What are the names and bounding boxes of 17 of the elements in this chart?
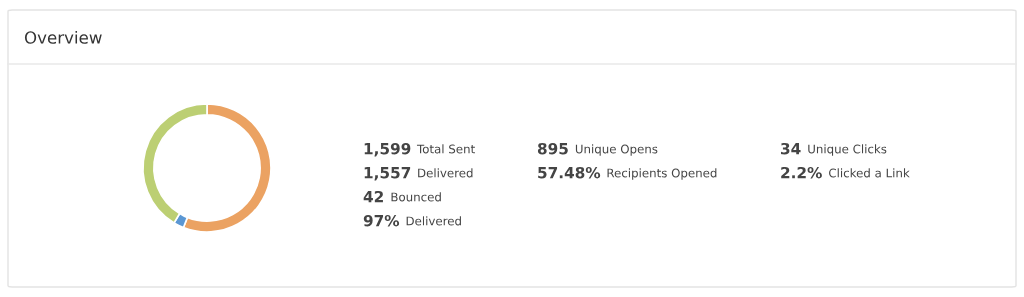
- text: 1,557: [364, 167, 411, 181]
- text: Recipients Opened: [607, 168, 717, 180]
- text: Delivered: [418, 168, 473, 178]
- text: Unique Clicks: [808, 144, 887, 156]
- text: 1,599: [364, 142, 411, 157]
- text: 2.2%: [781, 166, 822, 179]
- text: Bounced: [391, 192, 441, 202]
- text: Delivered: [406, 216, 461, 226]
- text: Unique Opens: [575, 144, 658, 156]
- text: 42: [363, 190, 383, 203]
- text: Total Sent: [416, 144, 475, 154]
- text: Clicked a Link: [829, 168, 910, 178]
- chart-title: Overview: [24, 30, 102, 44]
- text: 57.48%: [538, 166, 601, 179]
- text: 97%: [363, 214, 400, 227]
- text: 895: [537, 142, 568, 155]
- text: 34: [781, 142, 801, 155]
